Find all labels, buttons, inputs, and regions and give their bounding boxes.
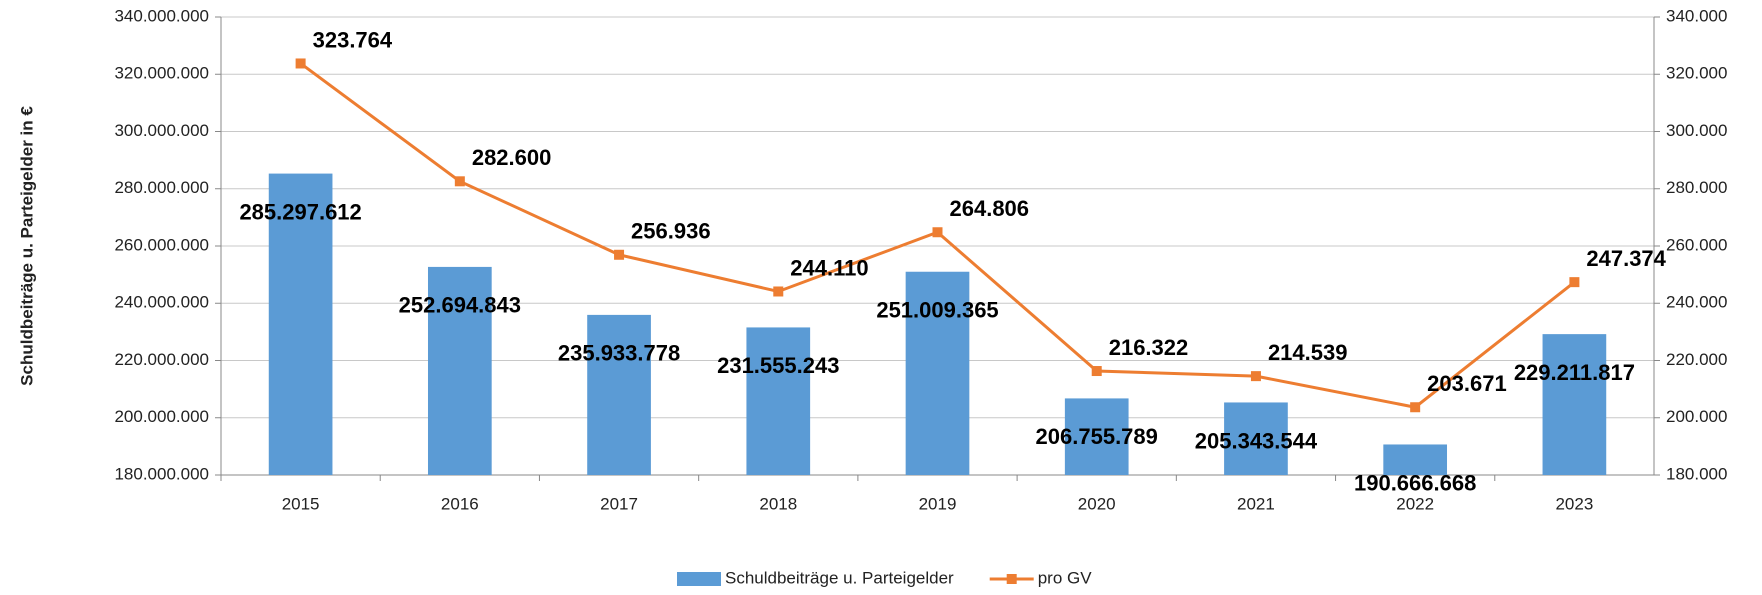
bar-value-label: 229.211.817 [1514,360,1635,385]
line-value-label: 282.600 [472,145,552,170]
y2-tick-label: 180.000 [1666,464,1727,483]
line-marker [614,249,625,260]
line-marker [1569,277,1580,288]
line-value-label: 214.539 [1268,340,1348,365]
y-tick-label: 180.000.000 [114,464,209,483]
legend-swatch [1006,574,1017,584]
x-tick-label: 2016 [441,494,479,513]
bar-value-label: 205.343.544 [1195,428,1318,453]
y-axis-title: Schuldbeiträge u. Parteigelder in € [17,106,36,386]
y-tick-label: 340.000.000 [114,6,209,25]
x-tick-label: 2021 [1237,494,1275,513]
y2-tick-label: 220.000 [1666,350,1727,369]
bar-value-label: 285.297.612 [239,199,361,224]
y-tick-label: 260.000.000 [114,235,209,254]
line-value-label: 244.110 [790,255,868,280]
line-marker [1091,366,1102,377]
y-tick-label: 280.000.000 [114,178,209,197]
bar [427,266,492,475]
y2-tick-label: 300.000 [1666,121,1727,140]
bar [587,314,651,475]
x-tick-label: 2017 [600,494,638,513]
y-tick-label: 200.000.000 [114,407,209,426]
x-tick-label: 2022 [1396,494,1434,513]
y2-tick-label: 200.000 [1666,407,1727,426]
y2-tick-label: 260.000 [1666,235,1727,254]
line-value-label: 323.764 [313,27,393,52]
y2-tick-label: 340.000 [1666,6,1727,25]
bar [1064,398,1129,475]
legend-swatch [677,572,721,586]
y2-tick-label: 280.000 [1666,178,1727,197]
y-tick-label: 240.000.000 [114,293,209,312]
x-tick-label: 2015 [282,494,320,513]
line-marker [295,58,306,69]
line-value-label: 216.322 [1109,335,1189,360]
line-marker [1410,402,1421,413]
x-tick-label: 2020 [1078,494,1116,513]
x-tick-label: 2019 [919,494,957,513]
line-value-label: 256.936 [631,219,711,244]
y2-tick-label: 320.000 [1666,64,1727,83]
y-tick-label: 300.000.000 [114,121,209,140]
bar-value-label: 251.009.365 [876,298,998,323]
line-marker [454,176,465,187]
bar-value-label: 206.755.789 [1036,424,1158,449]
line-value-label: 247.374 [1586,246,1666,271]
y-tick-label: 320.000.000 [114,64,209,83]
legend-label: pro GV [1038,568,1093,587]
y-tick-label: 220.000.000 [114,350,209,369]
bar [905,271,970,475]
bar [1542,334,1607,475]
bar-value-label: 190.666.668 [1354,470,1476,495]
bar [746,327,811,475]
x-tick-label: 2018 [759,494,797,513]
y2-tick-label: 240.000 [1666,293,1727,312]
bar [1224,402,1288,475]
bar [1383,444,1448,475]
bar [268,173,333,476]
line-marker [1250,371,1261,382]
bar-value-label: 231.555.243 [717,353,839,378]
line-value-label: 264.806 [950,196,1030,221]
line-value-label: 203.671 [1427,371,1507,396]
line-marker [932,227,943,238]
bar-value-label: 252.694.843 [399,293,521,318]
bar-value-label: 235.933.778 [558,341,680,366]
legend-label: Schuldbeiträge u. Parteigelder [725,568,954,587]
line-marker [773,286,784,297]
x-tick-label: 2023 [1555,494,1593,513]
